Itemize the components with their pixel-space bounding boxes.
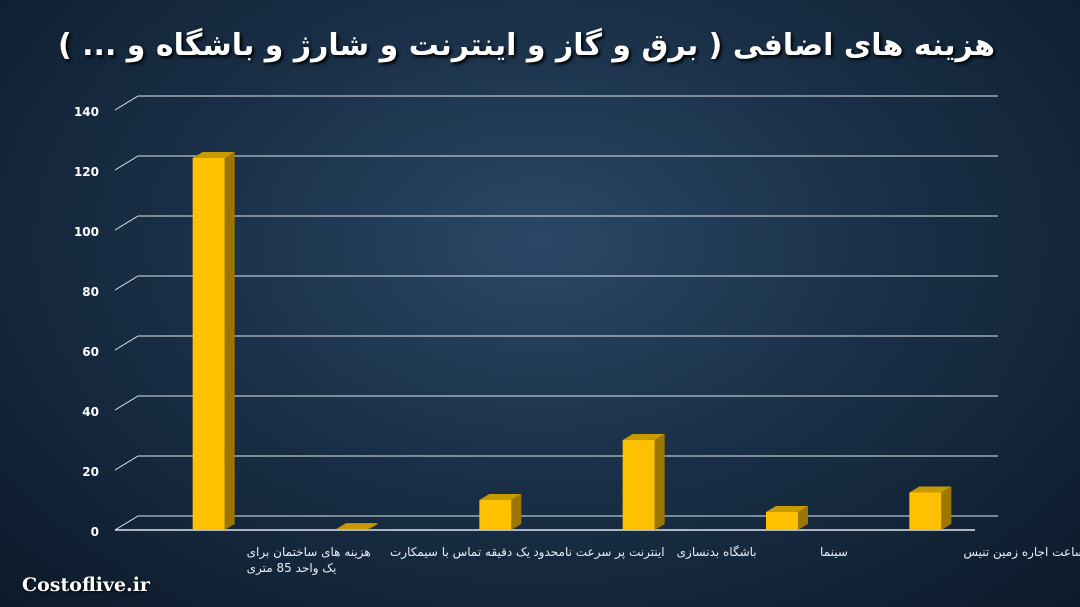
y-tick-label: 100 (74, 225, 99, 239)
tick-connector (114, 275, 139, 291)
x-category-label: باشگاه بدنسازی (677, 545, 757, 560)
y-tick-label: 80 (82, 285, 99, 299)
bar-front (479, 500, 512, 530)
tick-connector (114, 455, 139, 471)
y-tick-label: 140 (74, 105, 99, 119)
bar-front (766, 512, 798, 530)
bar-top (192, 152, 235, 158)
bar-side (798, 506, 808, 530)
bar-top (622, 434, 665, 440)
x-category-label: یک دقیقه تماس با سیمکارت (390, 545, 530, 560)
tick-connector (114, 155, 139, 171)
bar-front (336, 529, 368, 530)
bar (622, 434, 665, 530)
bar (336, 523, 378, 530)
tick-connector (114, 335, 139, 351)
y-tick-label: 60 (82, 345, 99, 359)
bar (766, 506, 808, 530)
bar-top (336, 523, 378, 530)
bar-side (368, 523, 378, 530)
bar-side (511, 494, 522, 530)
bar-side (654, 434, 665, 530)
bar-front (192, 158, 225, 530)
bar-front (622, 440, 655, 530)
bar (192, 152, 235, 530)
bar (479, 494, 522, 530)
bar-top (766, 506, 808, 512)
y-tick-label: 20 (82, 465, 99, 479)
tick-connector (114, 215, 139, 231)
bar-side (941, 486, 952, 530)
y-tick-label: 0 (91, 525, 99, 539)
bar-top (909, 486, 952, 493)
x-category-label: سینما (820, 545, 848, 559)
y-tick-label: 40 (82, 405, 99, 419)
x-category-label: هزینه های ساختمان برای (247, 545, 371, 560)
bar-side (224, 152, 235, 530)
tick-connector (114, 395, 139, 411)
x-category-label: اینترنت پر سرعت نامحدود (533, 545, 664, 560)
chart-title: هزینه های اضافی ( برق و گاز و اینترنت و … (58, 28, 995, 63)
watermark: Costoflive.ir (22, 574, 150, 596)
x-category-label: یک واحد 85 متری (247, 561, 337, 576)
bar-front (909, 492, 942, 530)
y-tick-label: 120 (74, 165, 99, 179)
bar-top (479, 494, 522, 500)
tick-connector (114, 515, 139, 531)
x-category-label: یک ساعت اجاره زمین تنیس (963, 545, 1080, 560)
tick-connector (114, 95, 139, 111)
bar (909, 486, 952, 530)
